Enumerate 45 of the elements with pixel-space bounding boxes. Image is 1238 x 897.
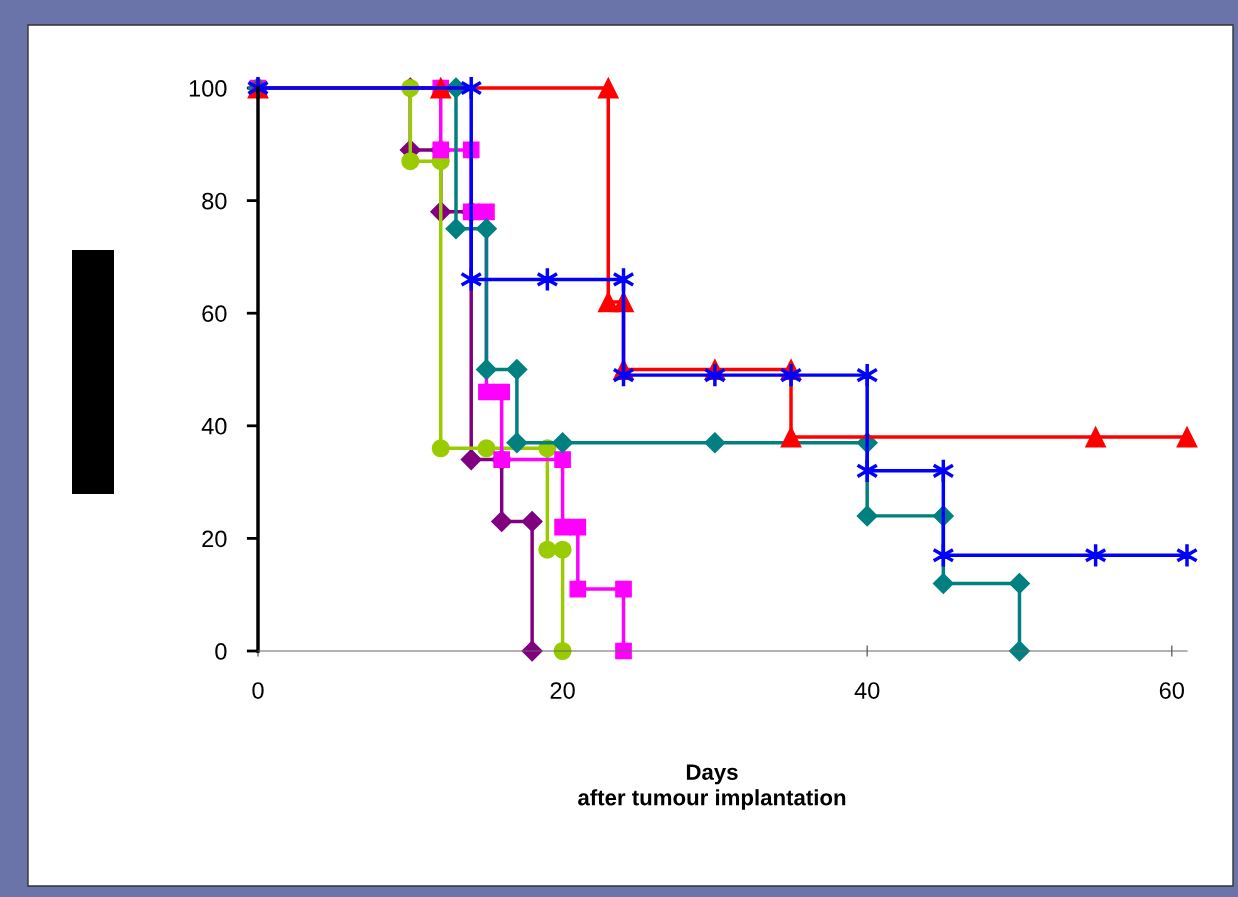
point [597,77,619,99]
point [1085,426,1107,448]
x-axis-title: Days after tumour implantation [578,764,846,810]
point [431,439,450,458]
y-tick-label: 20 [202,530,227,548]
point [506,358,528,381]
point [401,152,420,171]
point [538,540,557,559]
point [459,266,483,293]
point [704,432,726,454]
point [493,383,511,401]
point [477,439,496,458]
point [703,362,727,388]
point [855,457,879,484]
point [569,580,587,598]
point [569,518,587,536]
point [506,432,528,454]
point [856,505,878,527]
point [460,449,482,471]
x-tick-label: 0 [252,682,264,699]
point [491,510,513,533]
point [779,362,803,388]
point [1176,426,1198,448]
point [552,432,574,454]
point [932,572,954,594]
point [475,218,497,240]
x-tick-label: 60 [1159,682,1184,699]
point [475,358,497,381]
point [553,540,572,559]
y-tick-label: 40 [201,417,227,435]
y-tick-label: 0 [215,643,227,660]
y-tick-label: 60 [202,305,227,322]
point [554,451,571,468]
point [478,203,495,221]
point [1175,542,1199,569]
x-tick-label: 20 [550,682,575,699]
y-tick-label: 80 [202,192,227,210]
point [780,426,802,448]
point [615,580,632,598]
point [521,510,543,533]
point [445,218,467,240]
y-tick-label: 100 [189,80,227,97]
point [1008,572,1030,594]
point [597,291,619,313]
x-tick-label: 40 [854,682,880,699]
